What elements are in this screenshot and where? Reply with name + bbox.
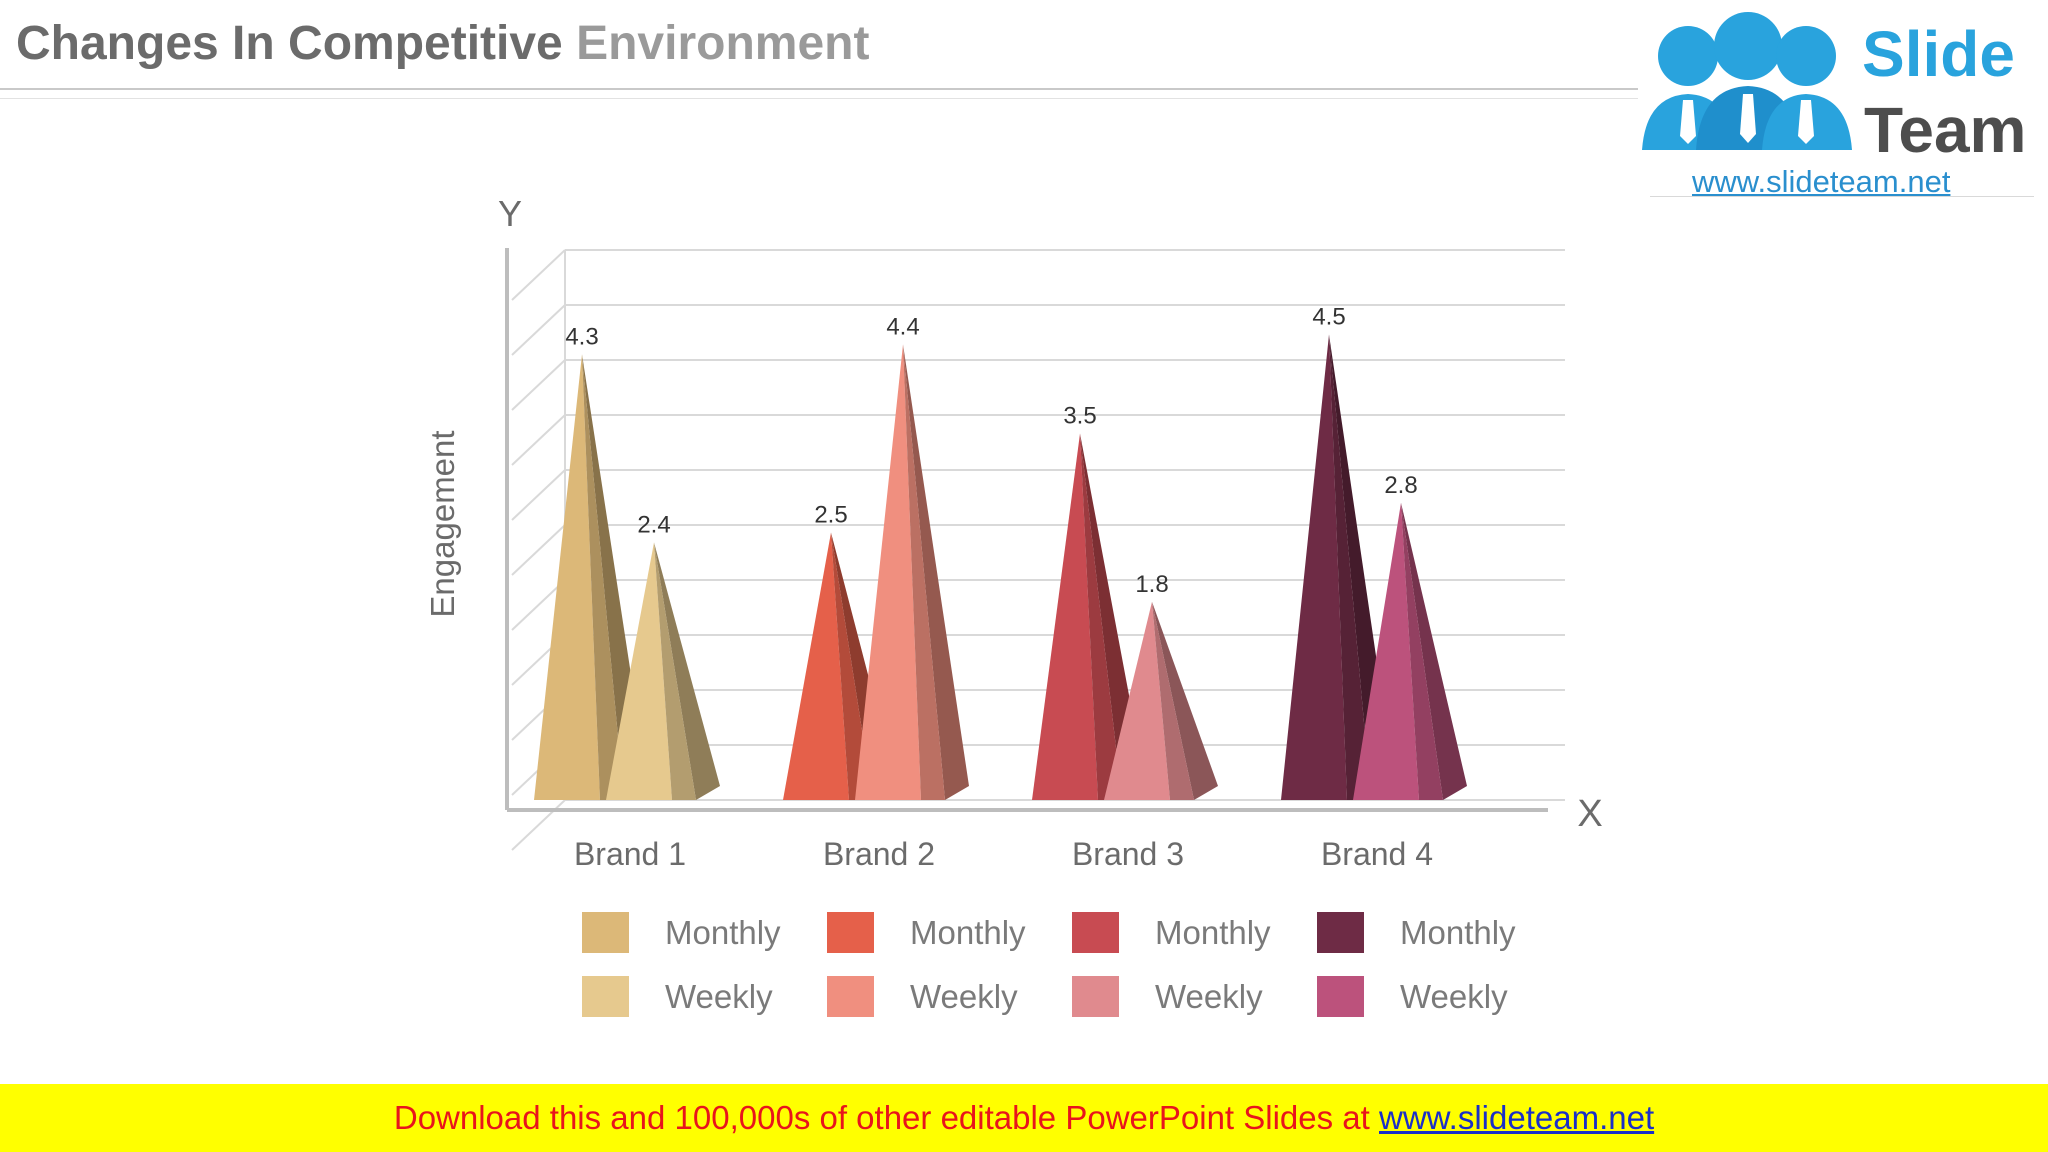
gridline-depth xyxy=(511,249,566,301)
legend-label: Weekly xyxy=(1400,978,1508,1015)
pyramid-right-face xyxy=(903,344,945,800)
legend-swatch xyxy=(1072,976,1119,1017)
pyramid-weekly-3 xyxy=(1104,601,1218,800)
legend-label: Weekly xyxy=(910,978,1018,1015)
legend-label: Monthly xyxy=(665,914,781,951)
data-label: 2.8 xyxy=(1384,472,1417,499)
category-label: Brand 4 xyxy=(1321,836,1433,872)
engagement-pyramid-chart: Y X Engagement 4.32.4 2.54.43.51.84.52.8 … xyxy=(424,193,1603,1017)
legend-label: Monthly xyxy=(1400,914,1516,951)
slide-title-main: Changes In Competitive xyxy=(16,17,563,70)
logo-word-slide: Slide xyxy=(1862,18,2015,90)
legend-swatch xyxy=(827,912,874,953)
category-label: Brand 3 xyxy=(1072,836,1184,872)
category-label: Brand 1 xyxy=(574,836,686,872)
data-label: 1.8 xyxy=(1135,571,1168,598)
logo-word-team: Team xyxy=(1864,94,2027,166)
pyramid-right-face xyxy=(1401,502,1443,800)
pyramid-front-face xyxy=(1353,502,1419,800)
legend-label: Weekly xyxy=(665,978,773,1015)
slide-title-accent: Environment xyxy=(576,17,870,70)
pyramid-front-face xyxy=(1032,433,1098,800)
chart-category-labels: Brand 1 Brand 2 Brand 3 Brand 4 xyxy=(574,836,1433,872)
pyramid-front-face xyxy=(783,532,849,800)
pyramid-weekly-4 xyxy=(1353,502,1467,800)
title-divider xyxy=(0,88,1640,90)
data-label: 4.4 xyxy=(886,313,919,340)
pyramid-front-face xyxy=(1281,334,1347,800)
gridline-depth xyxy=(511,469,566,521)
y-axis-letter: Y xyxy=(498,193,522,234)
data-label: 4.3 xyxy=(565,323,598,350)
legend-swatch xyxy=(1072,912,1119,953)
pyramid-front-face xyxy=(534,354,600,800)
category-label: Brand 2 xyxy=(823,836,935,872)
gridline-depth xyxy=(511,524,566,576)
pyramid-right-face xyxy=(654,542,696,800)
legend-swatch xyxy=(1317,976,1364,1017)
pyramid-front-face xyxy=(1104,601,1170,800)
pyramid-right-face xyxy=(1329,334,1371,800)
x-axis-letter: X xyxy=(1577,793,1602,835)
legend-swatch xyxy=(582,976,629,1017)
pyramid-front-face xyxy=(855,344,921,800)
pyramid-right-face xyxy=(1152,601,1194,800)
logo-url-link[interactable]: www.slideteam.net xyxy=(1692,164,1951,199)
chart-pyramids xyxy=(534,334,1467,800)
legend-label: Monthly xyxy=(910,914,1026,951)
slide-title: Changes In Competitive Environment xyxy=(16,16,869,71)
gridline-depth xyxy=(511,414,566,466)
gridline-depth xyxy=(511,304,566,356)
chart-data-labels: 4.3 2.4 2.5 4.4 3.5 1.8 4.5 2.8 xyxy=(565,304,1417,598)
legend-swatch xyxy=(1317,912,1364,953)
banner-text: Download this and 100,000s of other edit… xyxy=(393,1099,1370,1136)
pyramid-right-face xyxy=(1080,433,1122,800)
pyramid-weekly-2 xyxy=(855,344,969,800)
people-icon xyxy=(1642,12,1852,150)
data-label: 3.5 xyxy=(1063,403,1096,430)
legend-label: Weekly xyxy=(1155,978,1263,1015)
slideteam-logo[interactable]: Slide Team www.slideteam.net xyxy=(1638,0,2038,200)
title-divider-thin xyxy=(0,98,1640,99)
pyramid-side-face xyxy=(654,542,720,800)
legend-label: Monthly xyxy=(1155,914,1271,951)
legend-swatch xyxy=(582,912,629,953)
legend-swatch xyxy=(827,976,874,1017)
y-axis-title: Engagement xyxy=(424,430,461,617)
pyramid-side-face xyxy=(1152,601,1218,800)
banner-link[interactable]: www.slideteam.net xyxy=(1379,1099,1655,1136)
pyramid-side-face xyxy=(1401,502,1467,800)
pyramid-right-face xyxy=(582,354,624,800)
logo-divider xyxy=(1650,196,2034,197)
gridline-depth xyxy=(511,799,566,851)
pyramid-weekly-1 xyxy=(606,542,720,800)
chart-legend: Monthly Weekly Monthly Weekly Monthly Weekly M… xyxy=(582,912,1516,1017)
pyramid-front-face xyxy=(606,542,672,800)
data-label: 2.4 xyxy=(637,511,670,538)
data-label: 4.5 xyxy=(1312,304,1345,331)
gridline-depth xyxy=(511,579,566,631)
chart-axes: Y X Engagement xyxy=(424,193,1603,835)
download-banner: Download this and 100,000s of other edit… xyxy=(0,1084,2048,1152)
gridline-depth xyxy=(511,359,566,411)
data-label: 2.5 xyxy=(814,502,847,529)
pyramid-side-face xyxy=(903,344,969,800)
